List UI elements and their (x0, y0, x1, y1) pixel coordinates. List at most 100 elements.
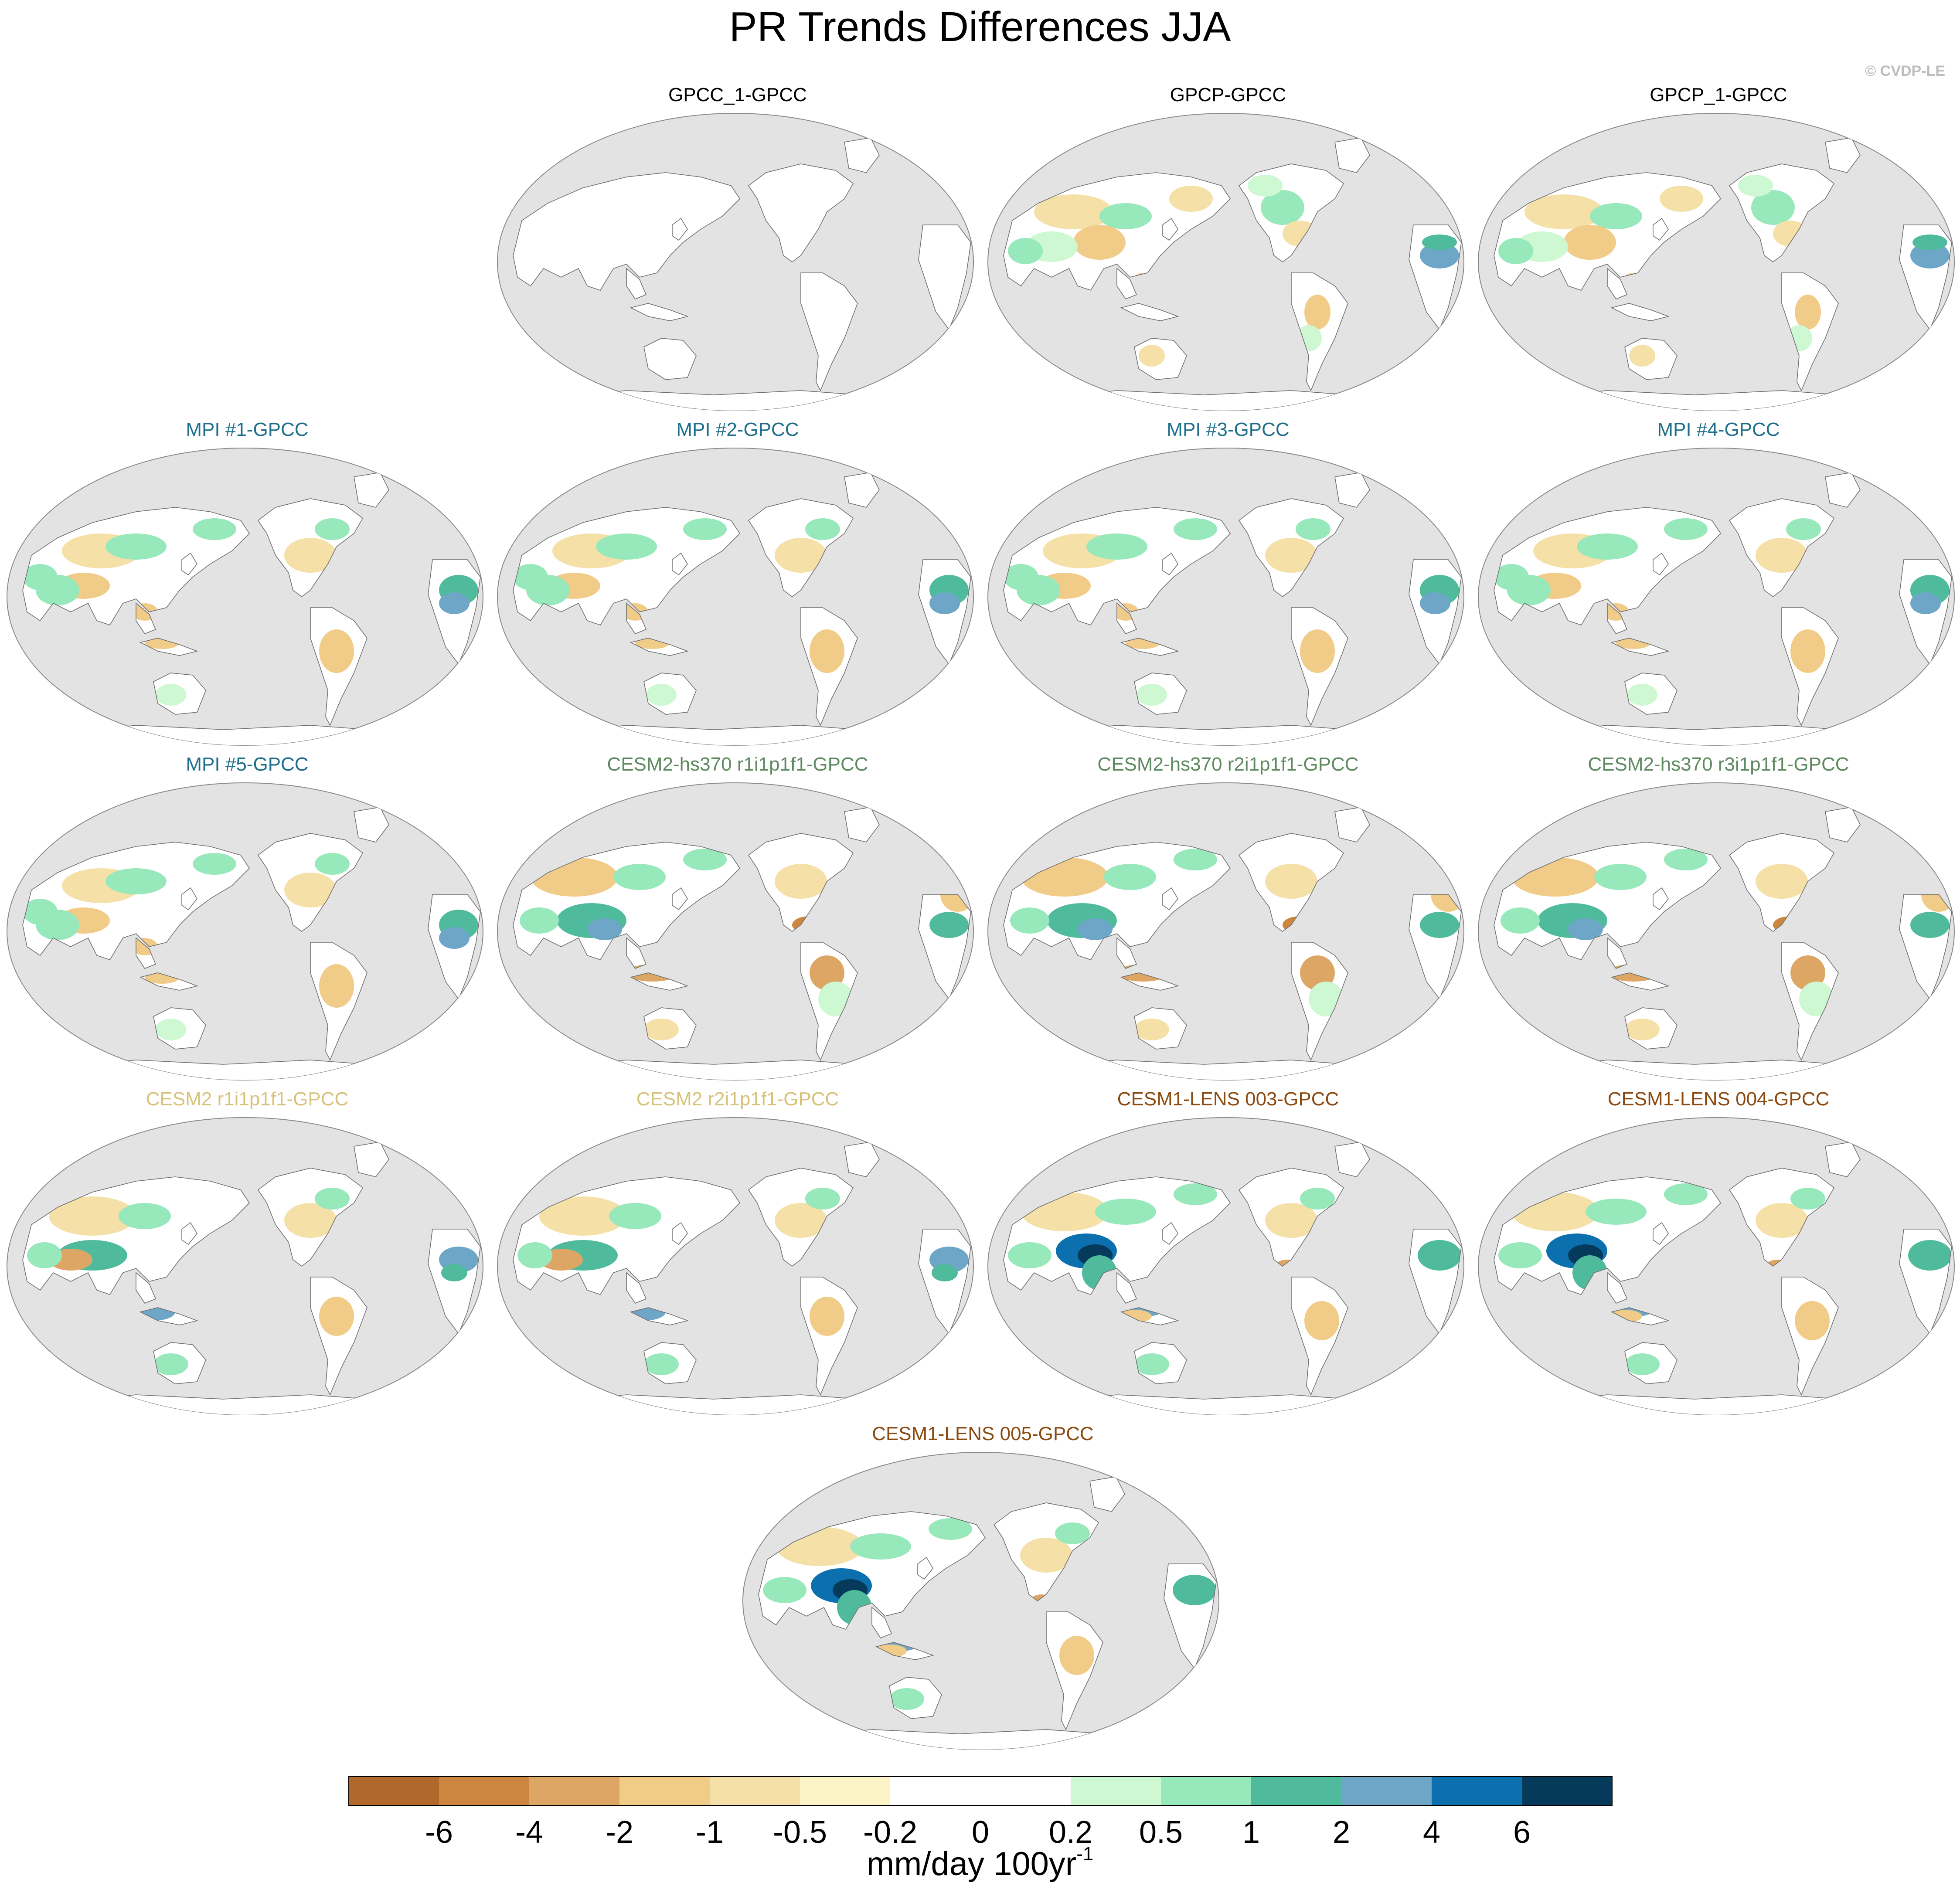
colorbar-units-main: mm/day 100yr (866, 1845, 1077, 1882)
colorbar-tick-label: 6 (1513, 1815, 1531, 1850)
land-japan (672, 1223, 687, 1244)
trend-blob (284, 873, 337, 907)
coastline (1825, 472, 1861, 508)
trend-blob (1265, 538, 1317, 573)
trend-blob (1296, 518, 1330, 540)
coastline (1120, 638, 1179, 656)
panel-title: GPCC_1-GPCC (668, 84, 807, 105)
coastline (844, 472, 880, 508)
land-seasia (1117, 938, 1137, 968)
colorbar-bin (800, 1777, 890, 1805)
map-panel: CESM2-hs370 r1i1p1f1-GPCC (496, 755, 980, 1086)
trend-blob (1786, 518, 1821, 540)
coastline (139, 972, 198, 991)
trend-blob (587, 918, 622, 940)
colorbar-tick-label: -1 (695, 1815, 724, 1850)
trend-blob (1420, 912, 1459, 938)
coastline (1134, 1007, 1187, 1050)
trend-blob (1020, 1538, 1072, 1573)
coastline (1162, 217, 1178, 241)
coastline (513, 842, 741, 960)
land-greenland (844, 1142, 879, 1177)
panel-title: GPCP-GPCC (1170, 84, 1286, 105)
coastline (153, 1342, 206, 1384)
trend-blob (1795, 295, 1821, 330)
trend-blob (1790, 629, 1825, 673)
coastline (672, 217, 688, 241)
coastline (1120, 303, 1179, 321)
map-panel: MPI #4-GPCC (1477, 420, 1960, 751)
panel-title: CESM2 r2i1p1f1-GPCC (636, 1088, 839, 1110)
coastline (1334, 137, 1370, 173)
coastline (1653, 1222, 1669, 1245)
panel-title: MPI #2-GPCC (676, 419, 799, 440)
trend-blob (1099, 203, 1152, 229)
coastline (918, 559, 971, 665)
coastline (1409, 1229, 1462, 1335)
trend-blob (928, 1518, 972, 1540)
land-japan (1163, 553, 1178, 575)
coastline (1003, 172, 1231, 291)
land-japan (917, 1557, 933, 1579)
trend-blob (1494, 564, 1529, 590)
coastline (1238, 163, 1344, 262)
world-map (987, 448, 1464, 746)
coastline (1607, 268, 1628, 299)
land-indonesia (1612, 303, 1668, 321)
coastline (1825, 137, 1861, 173)
coastline (748, 1168, 854, 1267)
trend-field (27, 1188, 478, 1375)
trend-blob (1795, 1301, 1830, 1340)
land-japan (1653, 888, 1668, 910)
coastline (1899, 224, 1952, 330)
trend-blob (1660, 186, 1703, 212)
land-seasia (626, 938, 646, 968)
coastline (1729, 498, 1835, 597)
coastline (181, 552, 197, 576)
trend-blob (23, 564, 58, 590)
coastline (748, 498, 854, 597)
coastline (257, 833, 364, 932)
coastline (1045, 1611, 1103, 1730)
trend-blob (1594, 864, 1647, 890)
map-panel: CESM1-LENS 004-GPCC (1477, 1090, 1960, 1421)
coastline (1409, 559, 1462, 665)
land-japan (672, 218, 687, 240)
land-indonesia (631, 303, 687, 321)
coastline (1003, 1176, 1231, 1295)
land-seasia (1607, 1273, 1627, 1303)
coastline (1162, 887, 1178, 911)
trend-blob (1008, 1242, 1051, 1268)
map-panel: GPCP_1-GPCC (1477, 85, 1960, 417)
coastline (918, 224, 971, 330)
coastline (1729, 833, 1835, 932)
panel-title: CESM2-hs370 r1i1p1f1-GPCC (607, 754, 868, 775)
trend-blob (1174, 849, 1217, 870)
coastline (1134, 338, 1187, 380)
coastline (1624, 338, 1678, 380)
coastline (1899, 559, 1952, 665)
coastline (1120, 1307, 1179, 1325)
coastline (844, 137, 880, 173)
world-map (7, 1117, 483, 1415)
coastline (1624, 1342, 1678, 1384)
colorbar-tick-label: 1 (1242, 1815, 1260, 1850)
trend-blob (1139, 345, 1165, 367)
trend-blob (932, 1264, 958, 1281)
colorbar-bin (349, 1777, 439, 1805)
trend-blob (1059, 1636, 1094, 1675)
trend-blob (119, 1203, 171, 1229)
coastline (643, 673, 697, 715)
trend-blob (850, 1533, 911, 1560)
figure-title: PR Trends Differences JJA (729, 3, 1231, 50)
coastline (918, 1229, 971, 1335)
coastline (1134, 673, 1187, 715)
trend-blob (810, 1297, 844, 1336)
trend-blob (646, 684, 677, 706)
trend-blob (193, 518, 236, 540)
coastline (181, 1222, 197, 1245)
coastline (1291, 942, 1348, 1061)
trend-blob (1590, 203, 1642, 229)
trend-blob (1055, 1522, 1090, 1544)
coastline (1409, 224, 1462, 330)
